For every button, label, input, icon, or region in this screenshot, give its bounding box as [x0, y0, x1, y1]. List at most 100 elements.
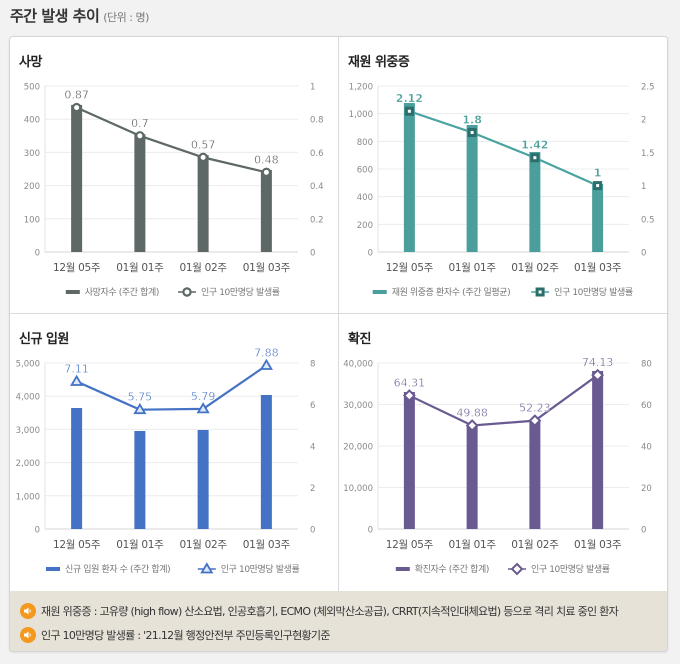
x-tick-label: 01월 02주	[179, 262, 227, 274]
chart-svg: 0 100 200 300 400 500 0 0.2 0.4 0.6 0.8 1 12월 05주 01월…	[24, 83, 324, 299]
rate-marker-center	[407, 109, 411, 113]
x-tick-label: 01월 03주	[574, 539, 622, 551]
y-left-tick-label: 200	[24, 182, 40, 192]
note-text: 재원 위중증 : 고유량 (high flow) 산소요법, 인공호흡기, EC…	[41, 605, 619, 618]
legend-label: 인구 10만명당 발생률	[531, 564, 610, 575]
x-tick-label: 12월 05주	[53, 262, 101, 274]
rate-line	[408, 374, 599, 427]
bar	[529, 420, 541, 529]
notes-box: 재원 위중증 : 고유량 (high flow) 산소요법, 인공호흡기, EC…	[10, 591, 667, 651]
y-left-tick-label: 300	[24, 149, 40, 159]
y-right-tick-label: 2.5	[641, 83, 655, 93]
y-left-tick-label: 400	[24, 116, 40, 126]
rate-marker	[259, 358, 273, 370]
y-left-tick-label: 1,200	[349, 83, 373, 93]
y-left-tick-label: 1,000	[16, 492, 40, 502]
data-label: 64.31	[394, 377, 426, 390]
rate-line	[76, 364, 267, 411]
data-label: 52.23	[519, 402, 551, 415]
y-right-tick-label: 8	[310, 360, 315, 370]
legend-marker	[510, 562, 524, 576]
chart-svg: 0 10,000 20,000 30,000 40,000 0 20 40 60 80 12월 05…	[343, 356, 652, 576]
y-left-tick-label: 0	[368, 249, 373, 259]
y-right-tick-label: 80	[641, 360, 652, 370]
y-left-tick-label: 4,000	[16, 393, 40, 403]
y-right-tick-label: 1	[641, 182, 646, 192]
legend-label: 인구 10만명당 발생률	[201, 287, 280, 298]
x-tick-label: 01월 01주	[448, 262, 496, 274]
bar	[403, 392, 415, 529]
x-tick-label: 01월 02주	[179, 539, 227, 551]
y-left-tick-label: 0	[35, 249, 40, 259]
y-right-tick-label: 4	[310, 443, 315, 453]
y-left-tick-label: 20,000	[343, 443, 373, 453]
y-left-tick-label: 1,000	[349, 110, 373, 120]
bar	[592, 371, 604, 529]
y-right-tick-label: 0.4	[310, 182, 324, 192]
data-label: 7.88	[254, 346, 279, 359]
data-label: 7.11	[64, 362, 89, 375]
legend-label: 신규 입원 환자 수 (주간 합계)	[65, 563, 170, 575]
y-left-tick-label: 400	[357, 193, 373, 203]
data-label: 1.8	[462, 113, 482, 126]
legend-label: 확진자수 (주간 합계)	[415, 563, 489, 575]
data-label: 0.87	[64, 89, 89, 102]
y-left-tick-label: 0	[368, 526, 373, 536]
chart-card-critical: 재원 위중증 0 200 400 600 800 1,000 1,200 0 0.5 1 1.5 2 2…	[339, 37, 667, 314]
data-label: 1	[594, 167, 602, 180]
y-right-tick-label: 2	[310, 484, 315, 494]
chart-title: 확진	[348, 332, 371, 347]
rate-marker	[465, 419, 479, 432]
data-label: 0.48	[254, 153, 279, 166]
rate-marker-center	[470, 130, 474, 134]
y-right-tick-label: 0.6	[310, 149, 324, 159]
rate-marker	[528, 414, 542, 428]
chart-card-confirmed: 확진 0 10,000 20,000 30,000 40,000 0 20 40 60 80 12월…	[339, 314, 667, 591]
chart-title: 사망	[19, 55, 42, 70]
data-label: 74.13	[582, 356, 614, 369]
chart-title: 신규 입원	[19, 332, 69, 347]
chart-card-deaths: 사망 0 100 200 300 400 500 0 0.2 0.4 0.6 0.8 1 12월 05주…	[10, 37, 339, 314]
y-right-tick-label: 0	[641, 249, 646, 259]
bar	[260, 169, 272, 252]
y-left-tick-label: 500	[24, 83, 40, 93]
data-label: 0.57	[191, 138, 216, 151]
legend-marker	[200, 562, 214, 574]
legend-label: 사망자수 (주간 합계)	[85, 286, 159, 298]
legend-marker-center	[538, 290, 542, 294]
y-right-tick-label: 0.5	[641, 215, 655, 225]
y-left-tick-label: 40,000	[343, 360, 373, 370]
legend-label: 인구 10만명당 발생률	[221, 564, 300, 575]
x-tick-label: 01월 03주	[574, 262, 622, 274]
rate-marker-center	[533, 156, 537, 160]
bar	[134, 134, 146, 252]
y-right-tick-label: 40	[641, 443, 652, 453]
legend-label: 재원 위중증 환자수 (주간 일평균)	[392, 286, 511, 298]
y-right-tick-label: 0.2	[310, 215, 324, 225]
x-tick-label: 01월 02주	[511, 539, 559, 551]
y-left-tick-label: 100	[24, 215, 40, 225]
rate-marker-center	[596, 184, 600, 188]
chart-svg: 0 1,000 2,000 3,000 4,000 5,000 0 2 4 6 8 12월 05주 01…	[16, 346, 316, 575]
legend-bar-swatch	[372, 290, 387, 294]
note-text: 인구 10만명당 발생률 : '21.12월 행정안전부 주민등록인구현황기준	[41, 629, 330, 642]
chart-card-admissions: 신규 입원 0 1,000 2,000 3,000 4,000 5,000 0 2 4 6 8 12월…	[10, 314, 339, 591]
note-item: 인구 10만명당 발생률 : '21.12월 행정안전부 주민등록인구현황기준	[10, 623, 667, 647]
legend-bar-swatch	[395, 567, 410, 571]
charts-panel: 사망 0 100 200 300 400 500 0 0.2 0.4 0.6 0.8 1 12월 05주…	[9, 36, 668, 652]
y-left-tick-label: 5,000	[16, 360, 40, 370]
data-label: 1.42	[521, 139, 548, 152]
bar	[260, 395, 272, 529]
bar	[403, 103, 415, 252]
bar	[197, 429, 209, 529]
y-right-tick-label: 0	[641, 526, 646, 536]
x-tick-label: 12월 05주	[386, 262, 434, 274]
y-right-tick-label: 0	[310, 249, 315, 259]
y-left-tick-label: 10,000	[343, 484, 373, 494]
x-tick-label: 01월 03주	[243, 539, 291, 551]
data-label: 5.79	[191, 390, 216, 403]
rate-marker	[70, 374, 84, 386]
x-tick-label: 01월 01주	[448, 539, 496, 551]
x-tick-label: 01월 01주	[116, 262, 164, 274]
y-right-tick-label: 0	[310, 526, 315, 536]
